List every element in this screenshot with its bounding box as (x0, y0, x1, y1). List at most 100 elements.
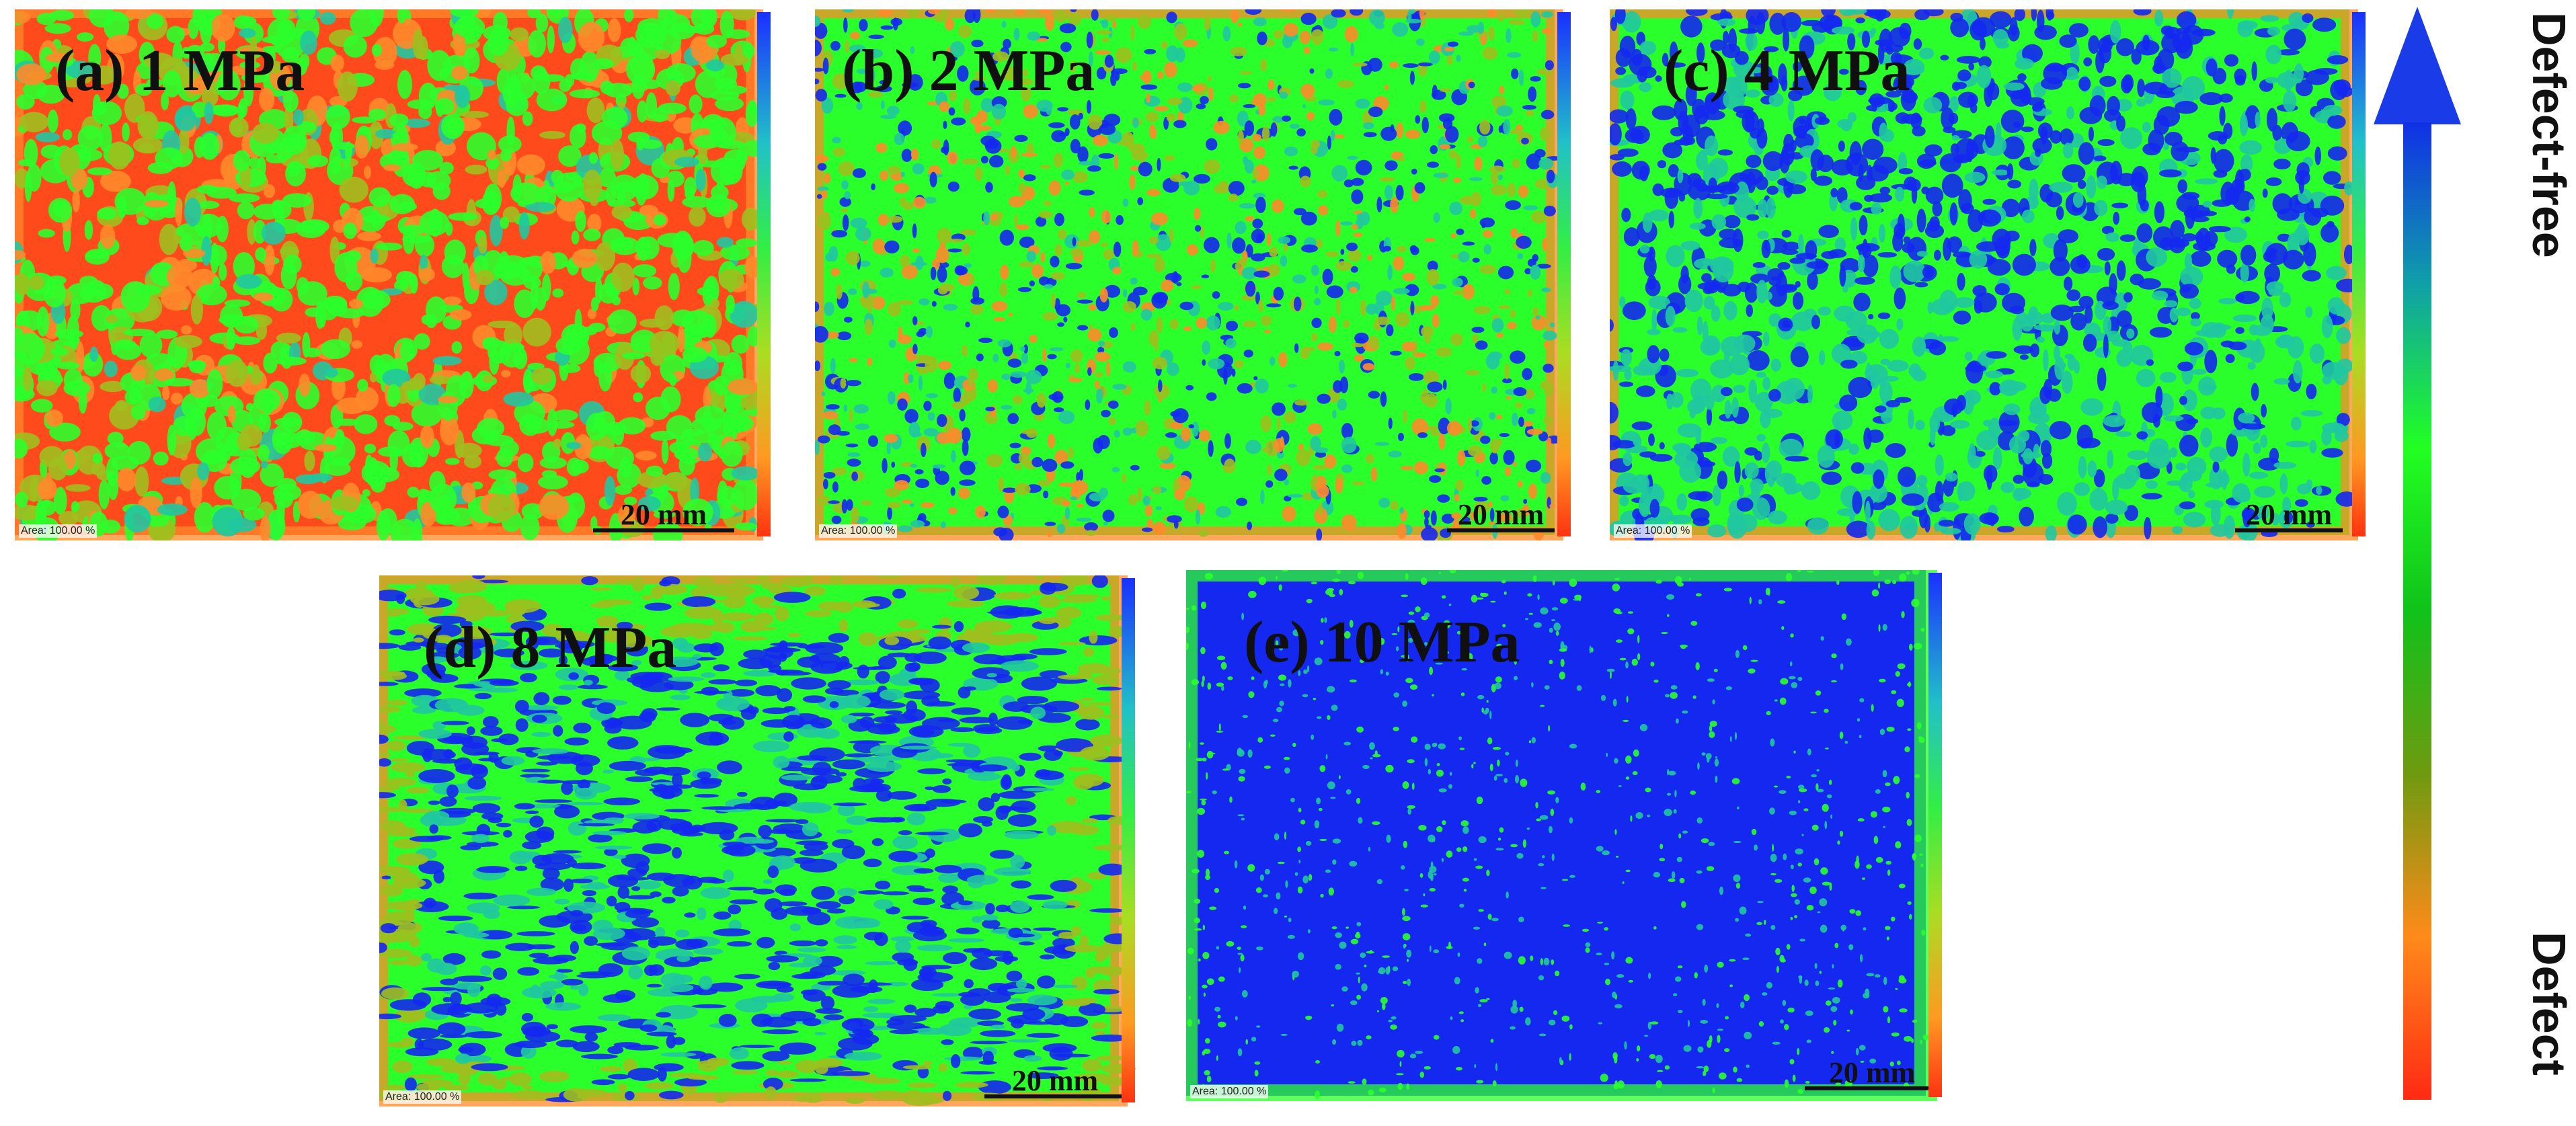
map-blob (1878, 224, 1885, 243)
map-blob (914, 832, 949, 836)
map-blob (516, 256, 543, 282)
map-blob (1924, 224, 1945, 239)
map-blob (1060, 597, 1097, 604)
map-blob (2179, 395, 2188, 405)
map-blob (98, 124, 112, 153)
map-blob (1785, 170, 1807, 184)
map-blob (1840, 360, 1858, 369)
map-blob (1101, 37, 1110, 42)
map-blob (2305, 69, 2329, 85)
map-blob (1914, 9, 1930, 21)
map-blob (130, 403, 146, 420)
map-blob (1625, 128, 1644, 143)
map-blob (2284, 512, 2294, 524)
map-blob (514, 700, 529, 713)
map-blob (1649, 499, 1660, 518)
map-blob (459, 371, 474, 399)
map-blob (2097, 247, 2115, 261)
map-blob (1101, 210, 1111, 224)
map-blob (1315, 451, 1327, 458)
map-blob (1245, 244, 1253, 258)
map-blob (1549, 322, 1555, 328)
map-blob (183, 248, 206, 259)
map-blob (1300, 175, 1311, 188)
map-blob (1314, 298, 1321, 306)
map-blob (70, 298, 81, 321)
map-blob (1701, 273, 1712, 283)
map-blob (1288, 383, 1297, 388)
map-blob (2036, 336, 2045, 343)
map-blob (1885, 399, 1900, 408)
map-blob (593, 352, 622, 373)
map-blob (684, 177, 697, 196)
map-blob (2326, 266, 2347, 280)
map-blob (701, 9, 714, 27)
map-blob (912, 344, 918, 354)
map-blob (1852, 491, 1863, 514)
map-blob (2033, 324, 2057, 331)
map-blob (488, 469, 516, 481)
map-blob (2271, 513, 2280, 526)
map-blob (654, 49, 670, 60)
map-blob (1450, 233, 1456, 239)
map-blob (1787, 89, 1803, 102)
map-blob (841, 180, 849, 190)
map-blob (466, 199, 477, 226)
map-blob (1615, 67, 1627, 75)
map-blob (815, 325, 829, 343)
map-blob (661, 439, 669, 465)
map-blob (297, 9, 316, 22)
map-blob (1181, 427, 1191, 442)
panel-c-defect-map (1610, 9, 2360, 540)
map-blob (379, 706, 401, 713)
map-blob (1200, 226, 1204, 239)
map-blob (263, 184, 276, 198)
map-blob (184, 198, 202, 227)
map-blob (1834, 432, 1840, 448)
map-blob (196, 438, 227, 465)
map-blob (1294, 399, 1309, 406)
map-blob (138, 143, 155, 153)
map-blob (2333, 79, 2351, 93)
map-blob (1043, 490, 1049, 499)
map-blob (445, 507, 475, 527)
map-blob (1696, 42, 1705, 64)
map-blob (758, 604, 781, 608)
map-blob (1723, 89, 1746, 110)
map-blob (1999, 379, 2020, 397)
map-blob (330, 54, 344, 72)
map-blob (414, 333, 430, 350)
map-blob (552, 288, 564, 298)
map-blob (836, 284, 843, 300)
map-blob (166, 26, 185, 44)
map-blob (155, 147, 184, 169)
map-blob (713, 664, 730, 672)
map-blob (2136, 223, 2153, 243)
map-blob (1472, 333, 1479, 344)
map-blob (741, 207, 760, 231)
map-blob (329, 147, 342, 175)
map-blob (59, 147, 80, 177)
map-blob (1379, 177, 1395, 182)
map-blob (368, 108, 387, 120)
map-blob (846, 499, 853, 511)
map-blob (1619, 296, 1626, 308)
map-blob (1736, 497, 1754, 512)
map-blob (1904, 58, 1925, 75)
map-blob (1419, 9, 1425, 20)
map-blob (904, 409, 919, 424)
map-blob (650, 891, 662, 897)
map-blob (1137, 197, 1144, 206)
map-blob (953, 620, 964, 633)
map-blob (2031, 9, 2037, 22)
map-blob (822, 57, 829, 75)
map-blob (1092, 134, 1108, 147)
map-blob (1026, 250, 1036, 262)
map-blob (605, 185, 617, 205)
map-blob (2110, 161, 2123, 185)
map-blob (1479, 264, 1496, 274)
map-blob (1836, 187, 1848, 204)
map-blob (817, 186, 829, 192)
map-blob (1412, 352, 1427, 358)
map-blob (1132, 61, 1138, 71)
